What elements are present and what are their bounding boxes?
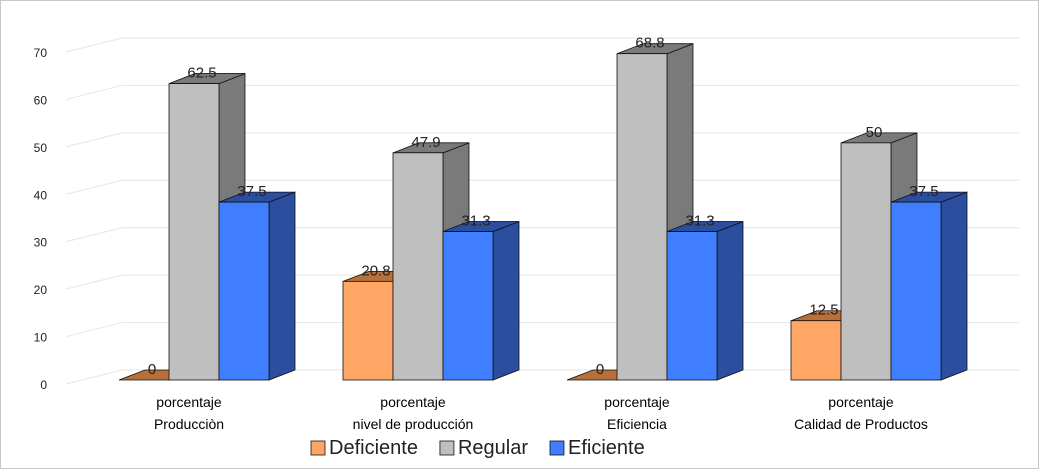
y-tick-label: 30 [34,236,48,250]
gridline-depth [65,179,123,195]
gridline-depth [65,322,123,338]
legend-swatch-deficiente [310,440,326,456]
bar-side [268,191,296,381]
bar-eficiente-2 [442,220,520,381]
gridline-depth [65,37,123,53]
data-label: 47.9 [411,134,440,151]
bar-front [392,152,444,381]
bar-front [218,201,270,381]
bar-eficiente-3 [666,220,744,381]
gridline-depth [65,132,123,148]
category-label-line2: Calidad de Productos [794,416,928,432]
category-label-line1: porcentaje [156,394,222,410]
gridline-depth [65,369,123,385]
legend-swatch-regular [439,440,455,456]
bar-front [890,201,942,381]
category-label-line2: Producciòn [154,416,224,432]
category-label-line1: porcentaje [828,394,894,410]
gridline-depth [65,274,123,290]
y-tick-label: 50 [34,141,48,155]
data-label: 68.8 [635,35,664,52]
y-tick-label: 60 [34,93,48,107]
legend-label-deficiente: Deficiente [329,437,418,459]
bar-eficiente-4 [890,191,968,381]
y-tick-label: 10 [34,331,48,345]
bar-eficiente-1 [218,191,296,381]
bar-front [840,142,892,381]
category-labels: porcentaje Producciòn porcentaje nivel de p… [154,394,928,432]
bar-front [168,83,220,381]
y-tick-label: 70 [34,46,48,60]
bar-side [716,220,744,381]
legend: Deficiente Regular Eficiente [310,437,645,459]
y-tick-label: 40 [34,188,48,202]
data-label: 31.3 [461,213,490,230]
data-label: 62.5 [187,65,216,82]
bar-front [442,231,494,381]
gridline-depth [65,84,123,100]
category-label-line2: nivel de producción [353,416,474,432]
legend-swatch-eficiente [549,440,565,456]
data-label: 20.8 [361,262,390,279]
y-axis-ticks: 0 10 20 30 40 50 60 70 [34,46,48,392]
bar-side [492,220,520,381]
gridline-depth [65,227,123,243]
bars [118,43,968,381]
data-label: 0 [148,361,156,378]
bar-front [616,53,668,381]
data-label: 12.5 [809,302,838,319]
data-label: 31.3 [685,213,714,230]
data-label: 37.5 [909,183,938,200]
data-label: 50 [866,124,883,141]
bar-front [666,231,718,381]
legend-label-eficiente: Eficiente [568,437,645,459]
y-tick-label: 0 [40,378,47,392]
data-label: 0 [596,361,604,378]
category-label-line2: Eficiencia [607,416,667,432]
category-label-line1: porcentaje [604,394,670,410]
y-tick-label: 20 [34,283,48,297]
bar-side [940,191,968,381]
bar-front [790,320,842,381]
category-label-line1: porcentaje [380,394,446,410]
data-label: 37.5 [237,183,266,200]
bar-front [342,280,394,381]
data-labels: 0 62.5 37.5 20.8 47.9 31.3 0 68.8 31.3 12.5 50 37.5 [148,35,939,378]
legend-label-regular: Regular [458,437,528,459]
